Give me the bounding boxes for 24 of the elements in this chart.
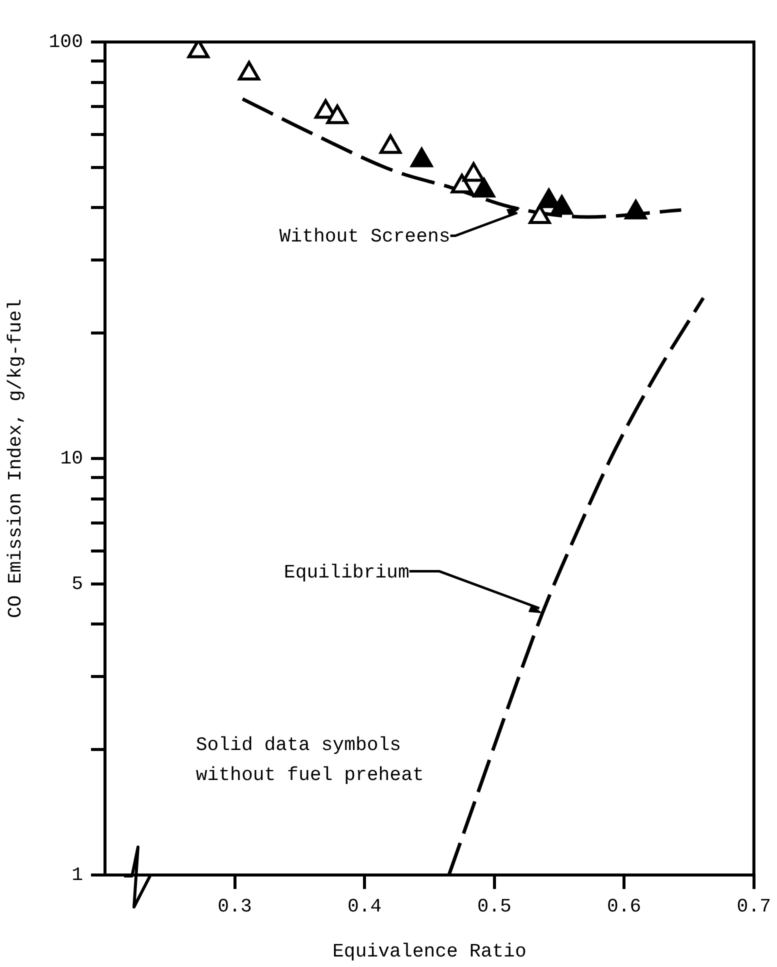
point (624, 200, 647, 220)
point (379, 134, 402, 154)
x-tick-label: 0.6 (607, 895, 642, 918)
point (410, 148, 433, 168)
x-tick-label: 0.7 (736, 895, 772, 918)
point (472, 178, 495, 198)
y-tick-label: 100 (48, 31, 83, 54)
x-tick-label: 0.3 (218, 895, 252, 918)
x-axis-title: Equivalence Ratio (332, 940, 526, 963)
x-tick-label: 0.4 (347, 895, 382, 918)
y-tick-label: 10 (60, 448, 83, 470)
point (462, 162, 485, 182)
annotation: Equilibrium (284, 561, 410, 584)
annotation: Solid data symbols without fuel preheat (196, 734, 424, 786)
y-tick-label: 5 (72, 572, 83, 595)
y-axis-title: CO Emission Index, g/kg-fuel (4, 298, 26, 618)
point (450, 174, 473, 194)
point (528, 204, 551, 224)
point (326, 104, 348, 124)
y-tick-label: 1 (72, 864, 83, 886)
x-tick-label: 0.5 (477, 895, 512, 918)
point (550, 195, 573, 215)
point (238, 61, 260, 81)
annotation: Without Screens (279, 226, 450, 248)
